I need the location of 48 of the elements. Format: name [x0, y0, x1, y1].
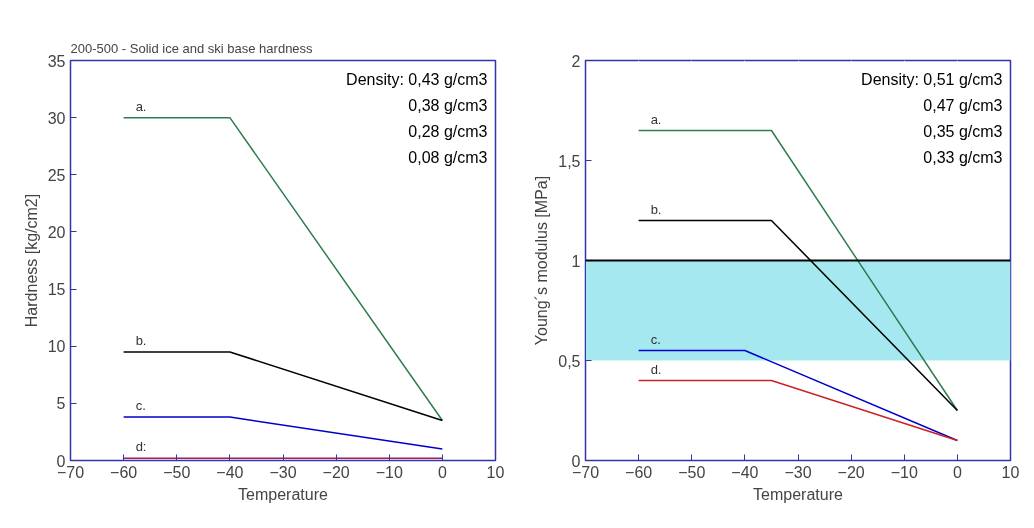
annotation: Density: 0,43 g/cm3 — [346, 70, 488, 88]
series-label: d. — [650, 361, 662, 377]
x-tick-label: −30 — [784, 463, 812, 481]
y-tick-label: 1,5 — [558, 152, 581, 170]
y-tick-label: 15 — [47, 281, 66, 299]
x-tick-label: −40 — [216, 463, 244, 481]
y-axis-title: Young´s modulus [MPa] — [533, 175, 551, 346]
annotation: 0,28 g/cm3 — [408, 122, 488, 140]
x-tick-label: −50 — [163, 463, 191, 481]
series-label: b. — [135, 332, 147, 348]
x-tick-label: −40 — [731, 463, 759, 481]
x-tick-label: −20 — [837, 463, 865, 481]
annotation: 0,33 g/cm3 — [923, 148, 1003, 166]
y-tick-label: 35 — [47, 52, 66, 70]
series-label: d: — [135, 439, 147, 455]
y-tick-label: 5 — [56, 395, 66, 413]
x-tick-label: 10 — [1001, 463, 1020, 481]
chart-title: 200-500 - Solid ice and ski base hardness — [70, 40, 314, 56]
y-tick-label: 30 — [47, 109, 66, 127]
series-label: a. — [650, 111, 662, 127]
y-tick-label: 1 — [571, 252, 581, 270]
x-tick-label: 0 — [952, 463, 962, 481]
series-label: c. — [135, 398, 146, 414]
series-label: b. — [650, 201, 662, 217]
y-tick-label: 20 — [47, 223, 66, 241]
series-label: c. — [650, 331, 661, 347]
annotation: 0,35 g/cm3 — [923, 122, 1003, 140]
x-tick-label: 0 — [437, 463, 447, 481]
annotation: 0,47 g/cm3 — [923, 96, 1003, 114]
annotation: 0,38 g/cm3 — [408, 96, 488, 114]
x-tick-label: −50 — [678, 463, 706, 481]
y-tick-label: 0,5 — [558, 352, 581, 370]
y-tick-label: 25 — [47, 166, 66, 184]
x-tick-label: −10 — [890, 463, 918, 481]
annotation: 0,08 g/cm3 — [408, 148, 488, 166]
x-tick-label: −60 — [625, 463, 653, 481]
y-axis-title: Hardness [kg/cm2] — [22, 193, 40, 328]
series-label: a. — [135, 98, 147, 114]
annotation: Density: 0,51 g/cm3 — [861, 70, 1003, 88]
x-axis-title: Temperature — [753, 485, 844, 503]
x-tick-label: −10 — [375, 463, 403, 481]
x-tick-label: −60 — [110, 463, 138, 481]
x-tick-label: 10 — [486, 463, 505, 481]
y-tick-label: 2 — [571, 52, 581, 70]
y-tick-label: 10 — [47, 338, 66, 356]
x-tick-label: −20 — [322, 463, 350, 481]
x-tick-label: −30 — [269, 463, 297, 481]
x-axis-title: Temperature — [238, 485, 329, 503]
